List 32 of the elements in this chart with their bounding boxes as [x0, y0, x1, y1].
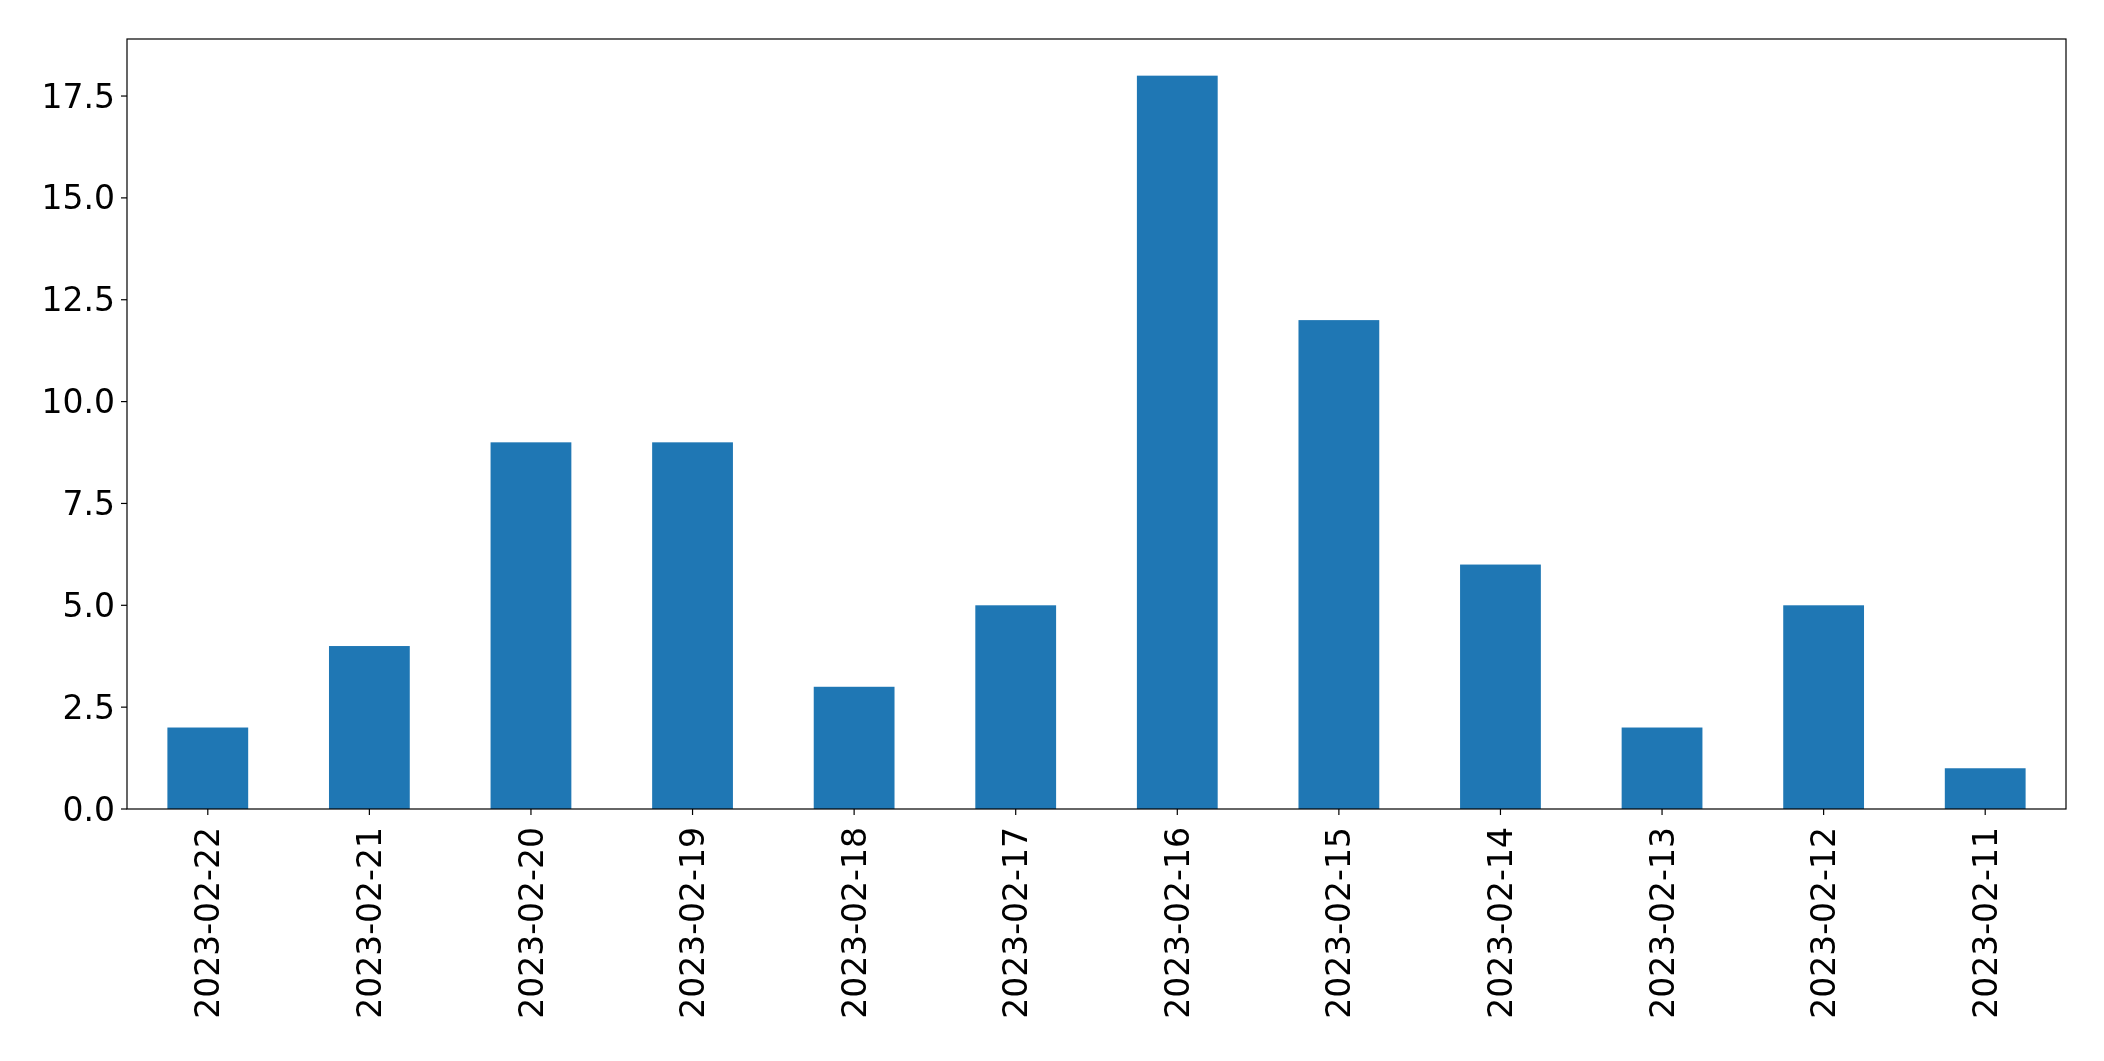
bar [1136, 75, 1218, 809]
x-tick-label: 2023-02-11 [1965, 827, 2005, 1019]
bar [1621, 727, 1703, 809]
bar [490, 442, 572, 809]
y-tick-label: 0.0 [62, 789, 115, 829]
bar [1460, 564, 1541, 809]
bar [167, 727, 249, 809]
y-tick-label: 7.5 [62, 483, 115, 523]
x-tick-label: 2023-02-15 [1319, 827, 1359, 1019]
y-tick-label: 5.0 [62, 585, 115, 625]
y-tick-label: 2.5 [62, 687, 115, 727]
x-tick-label: 2023-02-19 [673, 827, 713, 1019]
y-tick-label: 17.5 [41, 76, 115, 116]
x-tick-label: 2023-02-17 [996, 827, 1036, 1019]
x-tick-label: 2023-02-14 [1481, 827, 1521, 1019]
bar [975, 605, 1057, 809]
x-tick-label: 2023-02-18 [834, 827, 874, 1019]
bar [1783, 605, 1865, 809]
x-tick-label: 2023-02-13 [1642, 827, 1682, 1019]
bar [813, 686, 895, 809]
bar [1944, 768, 2026, 809]
y-tick-label: 15.0 [41, 178, 115, 218]
bar [328, 646, 410, 809]
bar [652, 442, 733, 809]
x-tick-label: 2023-02-20 [511, 827, 551, 1019]
x-tick-label: 2023-02-12 [1804, 827, 1844, 1019]
y-tick-label: 10.0 [41, 382, 115, 422]
bar [1298, 320, 1380, 809]
y-tick-label: 12.5 [41, 280, 115, 320]
x-tick-label: 2023-02-22 [188, 827, 228, 1019]
x-tick-label: 2023-02-21 [349, 827, 389, 1019]
x-tick-label: 2023-02-16 [1157, 827, 1197, 1019]
